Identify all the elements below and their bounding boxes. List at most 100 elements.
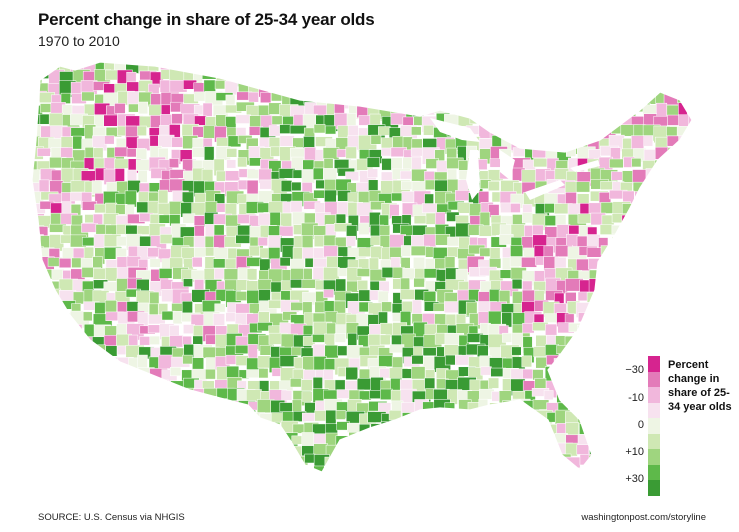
county-cell: [414, 446, 427, 458]
county-cell: [323, 245, 338, 258]
county-cell: [367, 168, 378, 178]
county-cell: [476, 70, 488, 81]
county-cell: [675, 246, 689, 255]
county-cell: [557, 476, 567, 492]
county-cell: [677, 334, 689, 350]
county-cell: [147, 324, 162, 334]
county-cell: [676, 256, 689, 273]
county-cell: [457, 412, 472, 423]
county-cell: [467, 92, 477, 106]
county-cell: [59, 424, 71, 437]
county-cell: [37, 413, 56, 426]
county-cell: [511, 278, 523, 290]
county-cell: [512, 127, 526, 144]
legend-tick-minus10: -10: [628, 392, 644, 404]
county-cell: [642, 333, 655, 348]
map-title: Percent change in share of 25-34 year ol…: [38, 10, 375, 29]
county-cell: [455, 454, 473, 466]
county-cell: [115, 377, 136, 390]
county-cell: [182, 354, 193, 365]
county-cell: [116, 390, 131, 401]
county-cell: [666, 189, 684, 199]
county-cell: [124, 455, 138, 472]
county-cell: [413, 215, 428, 225]
county-cell: [666, 179, 676, 191]
county-cell: [414, 62, 430, 76]
county-cell: [160, 465, 172, 472]
county-cell: [619, 301, 633, 316]
county-cell: [269, 478, 288, 492]
county-cell: [534, 290, 545, 301]
county-cell: [257, 69, 271, 82]
county-cell: [666, 223, 685, 238]
county-cell: [249, 424, 264, 434]
county-cell: [303, 62, 323, 73]
county-cell: [289, 62, 306, 79]
county-cell: [675, 290, 686, 303]
county-cell: [587, 79, 597, 90]
county-cell: [224, 477, 235, 488]
county-cell: [257, 237, 268, 247]
county-cell: [32, 336, 38, 351]
county-cell: [171, 113, 183, 125]
county-cell: [346, 113, 357, 127]
county-cell: [677, 310, 692, 324]
county-cell: [446, 246, 460, 258]
county-cell: [313, 124, 326, 134]
county-cell: [621, 344, 639, 354]
county-cell: [312, 167, 325, 180]
county-cell: [247, 434, 260, 451]
county-cell: [579, 366, 596, 378]
county-cell: [280, 464, 300, 472]
county-cell: [125, 446, 142, 459]
county-cell: [503, 479, 514, 492]
county-cell: [576, 444, 590, 455]
county-cell: [478, 453, 498, 466]
county-cell: [379, 444, 395, 454]
county-cell: [378, 355, 394, 367]
county-cell: [258, 368, 269, 379]
county-cell: [139, 478, 155, 495]
county-cell: [158, 388, 171, 399]
county-cell: [644, 290, 655, 301]
county-cell: [248, 91, 259, 103]
county-cell: [423, 124, 434, 136]
county-cell: [488, 103, 503, 120]
county-cell: [311, 62, 324, 75]
county-cell: [356, 268, 370, 277]
county-cell: [599, 114, 610, 126]
county-cell: [323, 289, 334, 298]
county-cell: [686, 301, 692, 316]
county-cell: [511, 433, 529, 450]
county-cell: [83, 433, 95, 444]
county-cell: [643, 190, 661, 199]
county-cell: [654, 335, 672, 345]
county-cell: [477, 102, 495, 113]
county-cell: [588, 355, 598, 368]
county-cell: [32, 446, 38, 457]
county-cell: [488, 424, 499, 441]
county-cell: [345, 81, 360, 91]
county-cell: [368, 445, 381, 461]
county-cell: [666, 168, 685, 185]
county-cell: [171, 391, 184, 404]
county-cell: [104, 435, 115, 445]
county-cell: [666, 82, 677, 95]
county-cell: [289, 378, 303, 388]
county-cell: [201, 169, 214, 183]
county-cell: [48, 424, 65, 442]
county-cell: [192, 335, 203, 345]
county-cell: [345, 468, 365, 472]
county-cell: [413, 457, 424, 467]
county-cell: [313, 465, 326, 472]
county-cell: [139, 336, 151, 346]
county-cell: [513, 454, 523, 467]
county-cell: [413, 277, 425, 288]
county-cell: [223, 434, 242, 452]
county-cell: [83, 422, 94, 435]
county-cell: [557, 102, 575, 116]
county-cell: [201, 68, 217, 80]
county-cell: [40, 389, 58, 403]
county-cell: [180, 421, 192, 438]
county-cell: [40, 434, 53, 448]
